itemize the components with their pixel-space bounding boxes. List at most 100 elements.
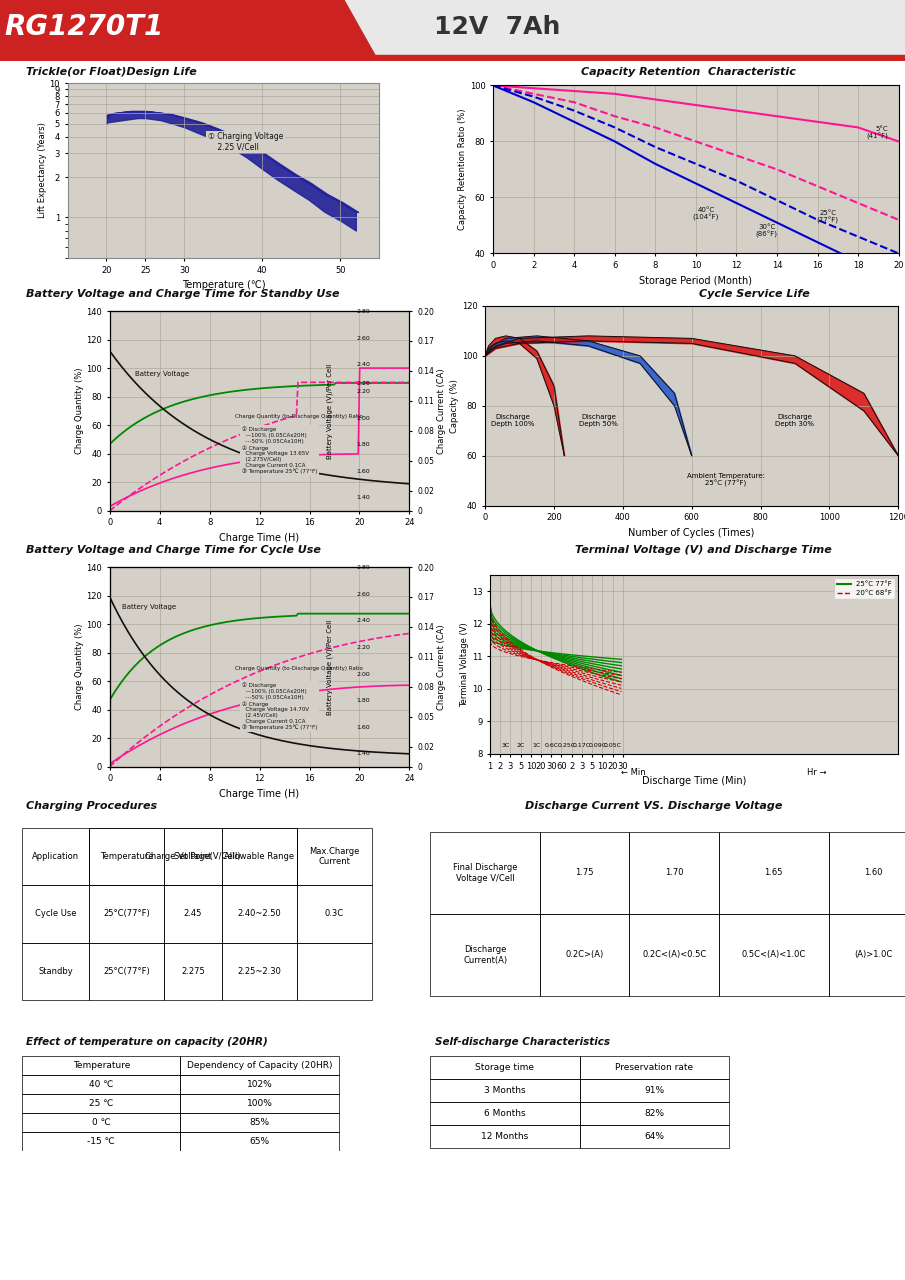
Text: Preservation rate: Preservation rate bbox=[615, 1062, 693, 1071]
Text: 1.65: 1.65 bbox=[765, 868, 783, 878]
Y-axis label: Capacity (%): Capacity (%) bbox=[450, 379, 459, 433]
Text: 65%: 65% bbox=[250, 1137, 270, 1146]
Text: 12V  7Ah: 12V 7Ah bbox=[434, 15, 561, 38]
Text: Charge Quantity (to-Discharge Quantity) Ratio: Charge Quantity (to-Discharge Quantity) … bbox=[234, 666, 362, 671]
Text: 0.2C>(A): 0.2C>(A) bbox=[566, 950, 604, 960]
Text: Hr →: Hr → bbox=[807, 768, 826, 777]
Text: ① Charging Voltage
    2.25 V/Cell: ① Charging Voltage 2.25 V/Cell bbox=[208, 132, 283, 151]
Text: 0.25C: 0.25C bbox=[557, 744, 576, 749]
Bar bbox=[344, 0, 905, 56]
Text: 85%: 85% bbox=[250, 1117, 270, 1126]
Text: 0.17C: 0.17C bbox=[573, 744, 591, 749]
Text: ① Discharge
  —100% (0.05CAx20H)
  ---50% (0.05CAx10H)
② Charge
  Charge Voltage: ① Discharge —100% (0.05CAx20H) ---50% (0… bbox=[242, 682, 317, 731]
Bar bbox=[431, 832, 539, 914]
Bar bbox=[23, 942, 89, 1000]
Text: 5°C
(41°F): 5°C (41°F) bbox=[867, 125, 889, 140]
Text: 1.75: 1.75 bbox=[576, 868, 594, 878]
Bar bbox=[164, 942, 222, 1000]
Text: -15 ℃: -15 ℃ bbox=[88, 1137, 115, 1146]
X-axis label: Discharge Time (Min): Discharge Time (Min) bbox=[642, 776, 747, 786]
Y-axis label: Charge Current (CA): Charge Current (CA) bbox=[437, 369, 446, 453]
Bar bbox=[579, 1102, 729, 1125]
Text: Discharge
Current(A): Discharge Current(A) bbox=[463, 945, 507, 965]
Text: Dependency of Capacity (20HR): Dependency of Capacity (20HR) bbox=[186, 1061, 332, 1070]
Y-axis label: Charge Quantity (%): Charge Quantity (%) bbox=[74, 367, 83, 454]
Bar bbox=[180, 1112, 338, 1132]
Bar bbox=[222, 886, 297, 942]
Y-axis label: Charge Quantity (%): Charge Quantity (%) bbox=[74, 623, 83, 710]
Bar bbox=[180, 1132, 338, 1151]
Text: Ambient Temperature:
25°C (77°F): Ambient Temperature: 25°C (77°F) bbox=[687, 472, 765, 488]
Text: 2C: 2C bbox=[517, 744, 525, 749]
Text: Battery Voltage and Charge Time for Cycle Use: Battery Voltage and Charge Time for Cycl… bbox=[26, 545, 321, 556]
Bar bbox=[222, 828, 297, 886]
Bar bbox=[180, 1056, 338, 1075]
Bar bbox=[23, 1056, 180, 1075]
Text: 0.2C<(A)<0.5C: 0.2C<(A)<0.5C bbox=[643, 950, 706, 960]
Text: Cycle Service Life: Cycle Service Life bbox=[700, 289, 810, 300]
X-axis label: Number of Cycles (Times): Number of Cycles (Times) bbox=[628, 527, 755, 538]
X-axis label: Charge Time (H): Charge Time (H) bbox=[220, 788, 300, 799]
Bar bbox=[630, 914, 719, 996]
Bar bbox=[829, 832, 905, 914]
Text: Discharge
Depth 100%: Discharge Depth 100% bbox=[491, 413, 534, 426]
X-axis label: Temperature (℃): Temperature (℃) bbox=[182, 280, 265, 291]
Bar bbox=[719, 832, 829, 914]
Text: Terminal Voltage (V) and Discharge Time: Terminal Voltage (V) and Discharge Time bbox=[575, 545, 832, 556]
Bar bbox=[719, 914, 829, 996]
Text: 12 Months: 12 Months bbox=[481, 1132, 529, 1140]
Text: Trickle(or Float)Design Life: Trickle(or Float)Design Life bbox=[25, 68, 196, 77]
Bar bbox=[297, 886, 372, 942]
Text: Discharge
Depth 30%: Discharge Depth 30% bbox=[776, 413, 815, 426]
Bar bbox=[829, 914, 905, 996]
Text: 0.5C<(A)<1.0C: 0.5C<(A)<1.0C bbox=[742, 950, 805, 960]
Bar bbox=[579, 1079, 729, 1102]
Bar bbox=[23, 828, 89, 886]
Text: 25°C
(77°F): 25°C (77°F) bbox=[816, 210, 839, 224]
Text: Charge Quantity (to-Discharge Quantity) Ratio: Charge Quantity (to-Discharge Quantity) … bbox=[234, 413, 362, 419]
Text: Charging Procedures: Charging Procedures bbox=[26, 801, 157, 812]
Text: Charge Voltage(V/Cell): Charge Voltage(V/Cell) bbox=[145, 852, 241, 861]
Text: 1C: 1C bbox=[532, 744, 540, 749]
Bar bbox=[431, 914, 539, 996]
Text: Battery Voltage: Battery Voltage bbox=[122, 604, 176, 611]
Text: 25°C(77°F): 25°C(77°F) bbox=[103, 966, 149, 975]
Text: 25 ℃: 25 ℃ bbox=[90, 1098, 113, 1107]
Bar bbox=[89, 828, 164, 886]
Text: 40 ℃: 40 ℃ bbox=[90, 1080, 113, 1089]
Text: Cycle Use: Cycle Use bbox=[34, 909, 76, 919]
Text: 82%: 82% bbox=[644, 1108, 664, 1117]
Bar bbox=[539, 832, 630, 914]
Text: Final Discharge
Voltage V/Cell: Final Discharge Voltage V/Cell bbox=[452, 863, 518, 883]
Text: Max.Charge
Current: Max.Charge Current bbox=[310, 847, 359, 867]
Text: 2.25~2.30: 2.25~2.30 bbox=[238, 966, 281, 975]
Bar bbox=[539, 914, 630, 996]
Text: Set Point: Set Point bbox=[175, 852, 212, 861]
Text: 0.6C: 0.6C bbox=[544, 744, 558, 749]
Bar bbox=[23, 1075, 180, 1094]
Text: 30°C
(86°F): 30°C (86°F) bbox=[756, 224, 777, 238]
Bar bbox=[431, 1079, 579, 1102]
Text: Capacity Retention  Characteristic: Capacity Retention Characteristic bbox=[581, 68, 795, 77]
Text: Discharge Current VS. Discharge Voltage: Discharge Current VS. Discharge Voltage bbox=[525, 801, 782, 812]
Y-axis label: Terminal Voltage (V): Terminal Voltage (V) bbox=[460, 622, 469, 707]
Text: 3 Months: 3 Months bbox=[484, 1085, 526, 1094]
Text: Standby: Standby bbox=[38, 966, 73, 975]
Bar bbox=[164, 886, 222, 942]
Y-axis label: Charge Current (CA): Charge Current (CA) bbox=[437, 625, 446, 709]
X-axis label: Charge Time (H): Charge Time (H) bbox=[220, 532, 300, 543]
Text: Application: Application bbox=[32, 852, 79, 861]
Text: 3C: 3C bbox=[501, 744, 510, 749]
Bar bbox=[630, 832, 719, 914]
Y-axis label: Lift Expectancy (Years): Lift Expectancy (Years) bbox=[38, 123, 46, 219]
Text: 1.60: 1.60 bbox=[864, 868, 882, 878]
Text: Temperature: Temperature bbox=[72, 1061, 130, 1070]
Text: 1.70: 1.70 bbox=[665, 868, 683, 878]
Bar bbox=[164, 828, 222, 886]
Bar bbox=[297, 942, 372, 1000]
Bar bbox=[23, 886, 89, 942]
Bar bbox=[297, 828, 372, 886]
Bar bbox=[222, 942, 297, 1000]
X-axis label: Storage Period (Month): Storage Period (Month) bbox=[639, 275, 752, 285]
Bar bbox=[579, 1125, 729, 1148]
